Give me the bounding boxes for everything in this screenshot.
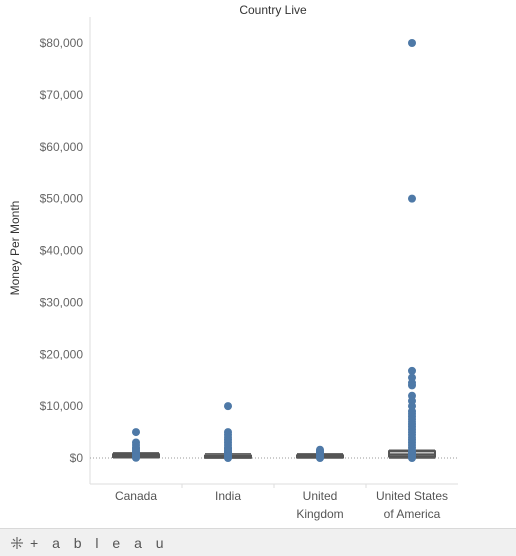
data-point xyxy=(224,402,232,411)
data-point xyxy=(408,366,416,375)
y-tick-label: $40,000 xyxy=(40,244,84,258)
tableau-logo-icon xyxy=(10,536,24,550)
plot-frame xyxy=(89,17,458,488)
data-point xyxy=(408,194,416,203)
y-tick-label: $20,000 xyxy=(40,347,84,361)
y-tick-label: $30,000 xyxy=(40,295,84,309)
footer-bar: + a b l e a u xyxy=(0,528,516,556)
data-point xyxy=(224,454,232,462)
x-category-label: United xyxy=(303,489,338,503)
y-axis-ticks: $0 $10,000 $20,000 $30,000 $40,000 $50,000 $60… xyxy=(40,36,84,465)
box-plot-chart: Country Live Money Per Month $0 $10,000 $2… xyxy=(8,3,458,521)
chart-title: Country Live xyxy=(239,3,307,17)
y-tick-label: $50,000 xyxy=(40,192,84,206)
x-axis-labels: Canada India United Kingdom United States of … xyxy=(115,489,448,521)
data-point xyxy=(316,454,324,462)
data-point xyxy=(408,381,416,390)
chart-area: Country Live Money Per Month $0 $10,000 $2… xyxy=(8,3,458,521)
y-tick-label: $60,000 xyxy=(40,140,84,154)
x-category-label: of America xyxy=(384,507,441,521)
y-tick-label: $80,000 xyxy=(40,36,84,50)
x-category-label: Kingdom xyxy=(296,507,343,521)
data-point xyxy=(408,39,416,47)
x-category-label: United States xyxy=(376,489,448,503)
data-point xyxy=(132,453,140,462)
data-point xyxy=(132,428,140,437)
box-series xyxy=(112,449,436,459)
tableau-logo[interactable]: + a b l e a u xyxy=(10,535,169,551)
outlier-points xyxy=(132,39,416,462)
tableau-wordmark: + a b l e a u xyxy=(30,534,169,551)
y-tick-label: $70,000 xyxy=(40,88,84,102)
y-tick-label: $10,000 xyxy=(40,399,84,413)
x-category-label: India xyxy=(215,489,241,503)
data-point xyxy=(408,454,416,462)
x-category-label: Canada xyxy=(115,489,157,503)
y-axis-title: Money Per Month xyxy=(8,201,22,296)
y-tick-label: $0 xyxy=(70,451,84,465)
